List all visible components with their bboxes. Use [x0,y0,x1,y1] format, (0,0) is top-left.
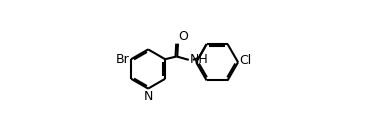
Text: O: O [178,30,188,43]
Text: N: N [144,90,153,103]
Text: Cl: Cl [240,54,252,67]
Text: Br: Br [116,53,129,66]
Text: NH: NH [189,53,208,66]
